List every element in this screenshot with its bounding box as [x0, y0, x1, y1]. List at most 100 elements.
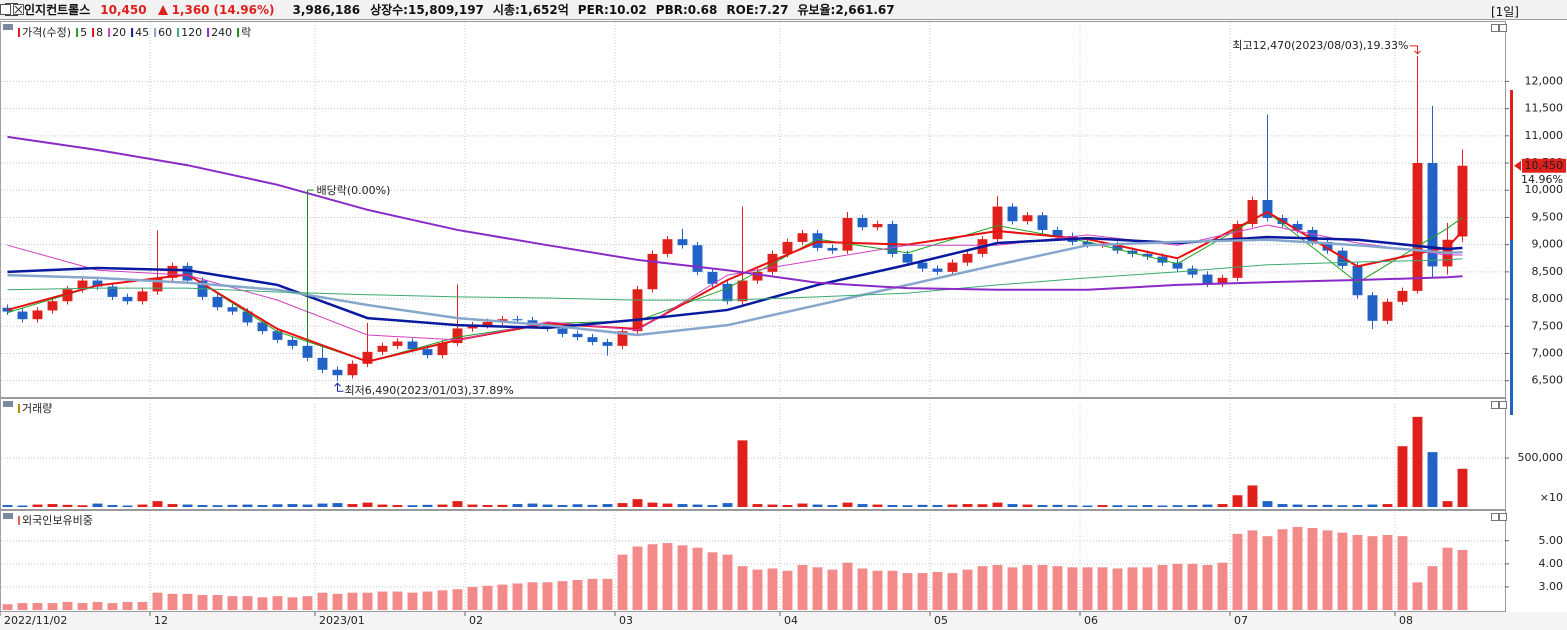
y-tick-label: 8,500: [1532, 265, 1564, 278]
header: 인지컨트롤스 10,450 1,360 (14.96%) 3,986,186 상…: [0, 0, 1567, 20]
foreign-bar: [107, 603, 118, 610]
foreign-bar: [152, 592, 163, 610]
foreign-bar: [1157, 565, 1168, 610]
candle-body: [32, 310, 43, 320]
volume-bar: [47, 504, 58, 507]
candle-body: [242, 311, 253, 323]
foreign-bar: [617, 554, 628, 610]
foreign-bar: [587, 578, 598, 610]
volume-bar: [152, 501, 163, 507]
legend-swatch: [177, 28, 180, 37]
volume-bar: [182, 504, 193, 507]
foreign-bar: [272, 596, 283, 610]
foreign-bar: [737, 566, 748, 610]
foreign-bar: [1007, 567, 1018, 610]
candle-body: [902, 253, 913, 263]
candle-body: [17, 311, 28, 320]
candle-body: [1052, 229, 1063, 236]
panel-swatch: [18, 404, 20, 413]
candle-body: [1037, 215, 1048, 230]
candle-body: [1022, 215, 1033, 222]
volume-bar: [1352, 505, 1363, 507]
price: 10,450: [100, 2, 147, 17]
panel-button[interactable]: [1491, 24, 1499, 32]
volume-bar: [617, 503, 628, 507]
legend-label: 락: [241, 26, 251, 39]
candle-body: [1382, 301, 1393, 321]
panel-button[interactable]: [1491, 401, 1499, 409]
last-price-label: 10,450: [1525, 159, 1564, 172]
legend-label: 240: [211, 26, 232, 39]
legend-swatch: [154, 28, 157, 37]
panel-icons: [3, 24, 1507, 521]
foreign-bar: [167, 593, 178, 610]
volume-bar: [302, 504, 313, 507]
volume-bar: [1412, 416, 1423, 507]
panel-title: 거래량: [22, 402, 52, 415]
foreign-bar: [1322, 530, 1333, 610]
candle-body: [1172, 262, 1183, 269]
volume-bar: [662, 503, 673, 507]
legend-swatch: [237, 28, 240, 37]
up-arrow: [157, 4, 168, 15]
volume-bar: [347, 504, 358, 507]
panel-swatch: [18, 516, 20, 525]
x-tick-label: 08: [1399, 614, 1413, 627]
volume-bar: [467, 504, 478, 507]
panel-button[interactable]: [1499, 513, 1507, 521]
candle-body: [1247, 200, 1258, 224]
last-price-box: [1522, 158, 1566, 173]
price-panel-frame: [0, 21, 1506, 398]
panel-button[interactable]: [1499, 401, 1507, 409]
legend-label: 가격(수정): [22, 26, 71, 39]
foreign-bar: [692, 547, 703, 610]
stats: 상장수:15,809,197 시총:1,652억 PER:10.02 PBR:0.68…: [370, 1, 904, 18]
candle-body: [917, 262, 928, 269]
volume-bar: [242, 504, 253, 507]
volume-bar: [917, 504, 928, 507]
candle-body: [527, 320, 538, 326]
foreign-bar: [752, 569, 763, 610]
period[interactable]: [1일]: [1490, 5, 1519, 19]
foreign-bar: [722, 554, 733, 610]
foreign-bar: [947, 573, 958, 610]
volume-bar: [407, 505, 418, 507]
volume-bar: [332, 503, 343, 507]
volume-unit: ×10: [1540, 491, 1563, 504]
foreign-bar: [62, 601, 73, 610]
volume-bar: [812, 504, 823, 507]
foreign-bar: [1142, 567, 1153, 610]
y-tick-label: 6,500: [1532, 374, 1564, 387]
ma-line: [7, 235, 1463, 330]
foreign-bar: [887, 570, 898, 610]
volume-bar: [137, 504, 148, 507]
foreign-bar: [77, 603, 88, 610]
volume-bar: [602, 504, 613, 507]
stat: PBR:0.68: [655, 3, 718, 17]
window-buttons[interactable]: [0, 4, 26, 16]
ma-line: [7, 135, 1463, 291]
y-tick-label: 3.00: [1539, 580, 1564, 593]
volume-bar: [1097, 505, 1108, 507]
foreign-bar: [1442, 547, 1453, 610]
foreign-bar: [227, 596, 238, 610]
panel-button[interactable]: [1491, 513, 1499, 521]
foreign-bar: [1067, 567, 1078, 610]
candle-body: [1232, 223, 1243, 278]
foreign-bar: [1337, 532, 1348, 610]
volume-bar: [1202, 504, 1213, 507]
volume-bar: [122, 505, 133, 507]
foreign-bar: [602, 578, 613, 610]
y-tick-label: 7,500: [1532, 319, 1564, 332]
legend-swatch: [92, 28, 95, 37]
foreign-bar: [257, 597, 268, 610]
volume-bar: [1442, 501, 1453, 507]
foreign-bar: [1097, 567, 1108, 610]
panel-button[interactable]: [1499, 24, 1507, 32]
foreign-bar: [677, 545, 688, 610]
candle-body: [107, 286, 118, 297]
stat: 시총:1,652억: [492, 3, 569, 17]
candle-body: [1127, 250, 1138, 254]
candle-body: [1427, 163, 1438, 267]
candle-body: [827, 247, 838, 251]
